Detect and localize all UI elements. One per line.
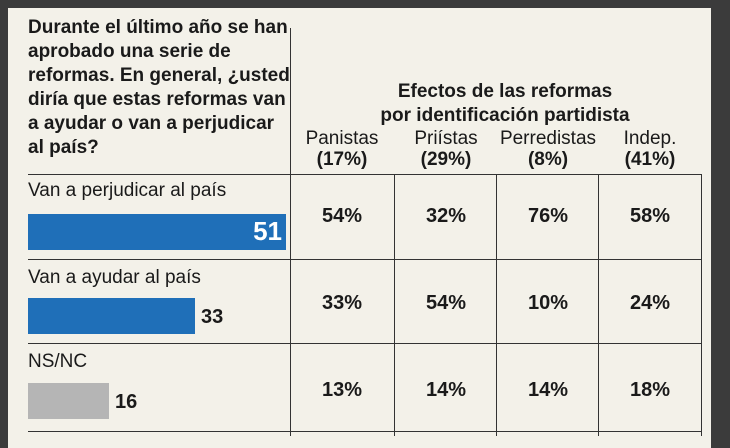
column-share: (8%) — [527, 149, 569, 170]
table-cell: 54% — [425, 292, 467, 314]
divider-vertical-4 — [701, 174, 702, 436]
divider-horizontal-row2 — [28, 343, 701, 344]
table-cell: 14% — [425, 379, 467, 401]
section-heading-line1: Efectos de las reformas — [397, 81, 613, 102]
table-cell: 54% — [321, 205, 363, 227]
column-header-perredistas: Perredistas (8%) — [496, 128, 600, 170]
table-cell: 13% — [321, 379, 363, 401]
column-name: Perredistas — [499, 128, 597, 149]
column-header-priistas: Priístas (29%) — [394, 128, 498, 170]
top-bar — [8, 0, 711, 8]
chart-panel: Durante el último año se han aprobado un… — [8, 0, 711, 448]
bar-value-nsnc: 16 — [115, 391, 138, 413]
divider-horizontal-bottom — [28, 431, 701, 432]
table-cell: 10% — [527, 292, 569, 314]
table-cell: 32% — [425, 205, 467, 227]
column-header-panistas: Panistas (17%) — [290, 128, 394, 170]
column-share: (29%) — [420, 149, 472, 170]
column-name: Panistas — [305, 128, 379, 149]
table-cell: 14% — [527, 379, 569, 401]
table-cell: 58% — [629, 205, 671, 227]
column-header-independientes: Indep. (41%) — [598, 128, 702, 170]
bar-perjudicar — [28, 214, 286, 250]
bar-value-perjudicar: 51 — [253, 216, 282, 246]
divider-horizontal-header — [28, 174, 701, 175]
bar-ayudar — [28, 298, 195, 334]
divider-vertical-2 — [496, 174, 497, 436]
table-cell: 33% — [321, 292, 363, 314]
row-label-nsnc: NS/NC — [28, 351, 88, 372]
row-label-perjudicar: Van a perjudicar al país — [28, 180, 227, 201]
divider-vertical-3 — [598, 174, 599, 436]
table-cell: 24% — [629, 292, 671, 314]
table-cell: 76% — [527, 205, 569, 227]
column-name: Indep. — [623, 128, 677, 149]
section-heading-line2: por identificación partidista — [380, 105, 630, 126]
divider-horizontal-row1 — [28, 259, 701, 260]
table-cell: 18% — [629, 379, 671, 401]
divider-vertical-main — [290, 28, 291, 436]
column-share: (17%) — [316, 149, 368, 170]
divider-vertical-1 — [394, 174, 395, 436]
question-text: Durante el último año se han aprobado un… — [28, 17, 290, 158]
bar-value-ayudar: 33 — [201, 306, 224, 328]
column-share: (41%) — [624, 149, 676, 170]
bar-nsnc — [28, 383, 109, 419]
section-heading: Efectos de las reformas por identificaci… — [298, 80, 712, 128]
column-name: Priístas — [414, 128, 478, 149]
row-label-ayudar: Van a ayudar al país — [28, 267, 201, 288]
